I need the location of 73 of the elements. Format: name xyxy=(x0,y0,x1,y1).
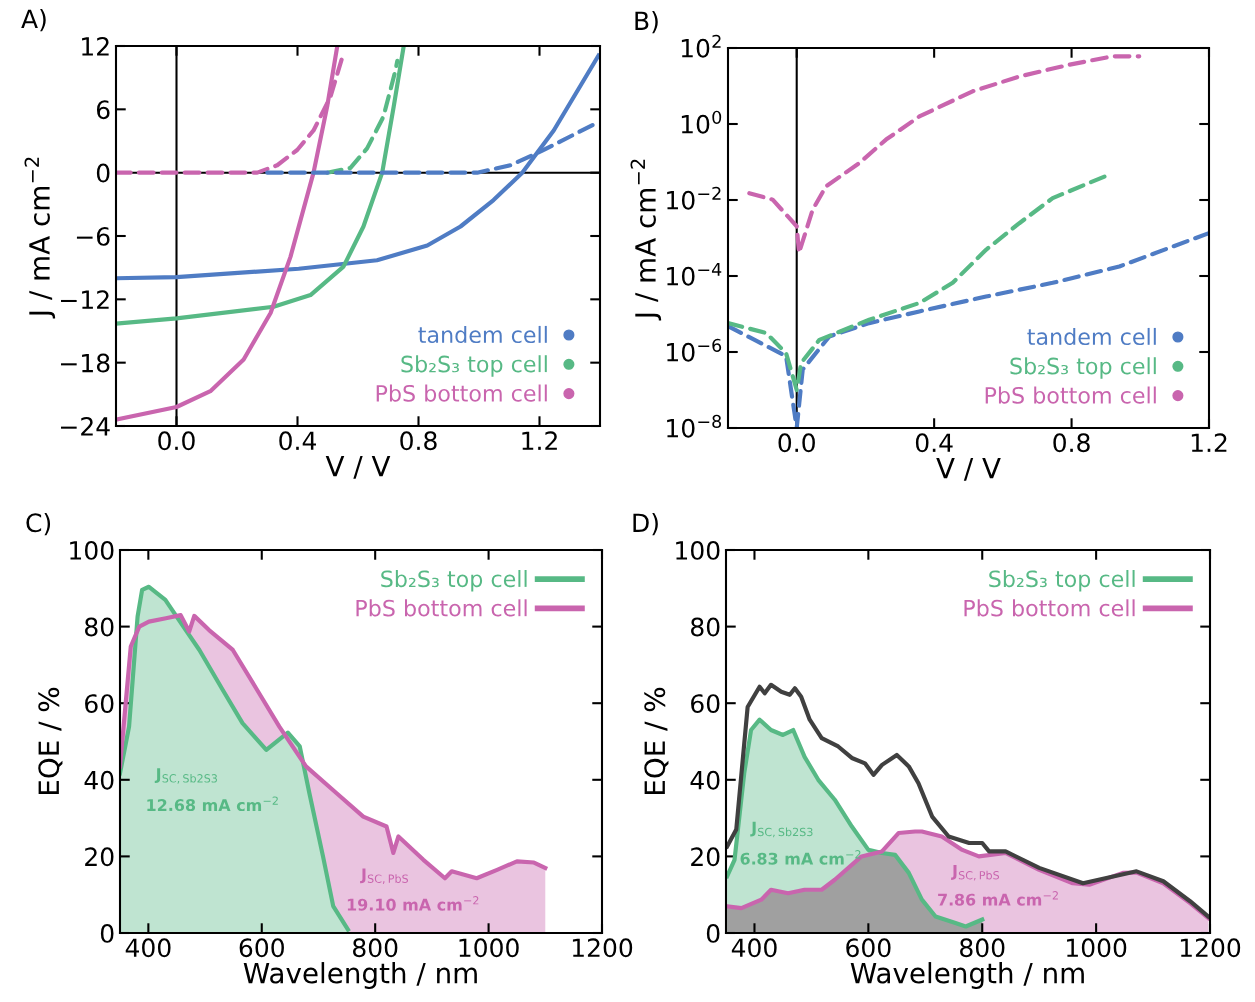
x-axis-title: V / V xyxy=(936,457,1001,481)
y-tick-label: 10$^{−6}$ xyxy=(667,338,722,362)
annotation: J$_{SC,PbS}$ xyxy=(951,865,1000,881)
legend-label: PbS bottom cell xyxy=(376,384,547,402)
x-tick-label: 0.0 xyxy=(778,433,815,453)
x-tick-label: 1200 xyxy=(572,938,633,958)
y-tick-label: 6 xyxy=(96,100,110,120)
y-tick-label: −6 xyxy=(76,226,110,246)
y-tick-label: 80 xyxy=(691,617,720,637)
y-tick-label: −12 xyxy=(61,290,109,309)
annotation: J$_{SC,PbS}$ xyxy=(360,868,409,885)
y-tick-label: 10$^{2}$ xyxy=(681,34,721,58)
y-tick-label: 80 xyxy=(85,617,114,637)
x-tick-label: 0.4 xyxy=(915,433,953,453)
annotation: 19.10 mA cm$^{−2}$ xyxy=(347,896,479,911)
y-tick-label: −18 xyxy=(61,353,110,373)
y-tick-label: 10$^{−4}$ xyxy=(667,263,722,286)
y-tick-label: −24 xyxy=(61,416,110,436)
legend-label: PbS bottom cell xyxy=(356,599,527,617)
y-tick-label: 10$^{0}$ xyxy=(681,110,722,134)
y-axis-title: EQE / % xyxy=(644,687,669,794)
annotation: J$_{SC,Sb2S3}$ xyxy=(154,768,218,784)
annotation: 12.68 mA cm$^{−2}$ xyxy=(147,796,278,812)
y-tick-label: 40 xyxy=(690,770,720,790)
y-tick-label: 20 xyxy=(85,847,114,867)
y-tick-label: 0 xyxy=(100,923,114,943)
x-tick-label: 0.4 xyxy=(279,431,316,451)
x-axis-title: V / V xyxy=(325,455,391,479)
legend-label: tandem cell xyxy=(418,325,547,344)
x-tick-label: 600 xyxy=(239,938,284,958)
x-tick-label: 600 xyxy=(846,938,891,958)
x-axis-title: Wavelength / nm xyxy=(243,962,477,989)
chart-title: D) xyxy=(633,512,658,536)
y-tick-label: 10$^{−8}$ xyxy=(667,414,722,438)
annotation: 6.83 mA cm$^{−2}$ xyxy=(740,850,861,865)
annotation: 7.86 mA cm$^{−2}$ xyxy=(938,891,1058,906)
y-tick-label: 10$^{−2}$ xyxy=(667,186,721,210)
y-axis-title: J / mA cm$^{−2}$ xyxy=(630,159,662,321)
x-tick-label: 1200 xyxy=(1180,938,1241,958)
x-tick-label: 0.8 xyxy=(1053,433,1090,453)
chart-title: C) xyxy=(26,512,51,536)
y-tick-label: 40 xyxy=(84,770,114,790)
y-axis-title: J / mA cm$^{−2}$ xyxy=(24,157,56,319)
y-tick-label: 20 xyxy=(691,847,720,867)
x-tick-label: 1.2 xyxy=(522,431,557,450)
x-axis-title: Wavelength / nm xyxy=(850,962,1084,989)
x-tick-label: 1000 xyxy=(1067,938,1127,958)
x-tick-label: 800 xyxy=(960,938,1005,958)
y-tick-label: 100 xyxy=(676,540,720,560)
y-axis-title: EQE / % xyxy=(38,687,63,794)
y-tick-label: 100 xyxy=(70,540,114,560)
legend-label: tandem cell xyxy=(1027,327,1156,346)
y-tick-label: 60 xyxy=(85,694,114,714)
legend-label: Sb₂S₃ top cell xyxy=(1010,357,1156,379)
legend-label: PbS bottom cell xyxy=(985,386,1156,404)
x-tick-label: 400 xyxy=(731,938,777,958)
chart-title: B) xyxy=(635,10,658,34)
x-tick-label: 1000 xyxy=(459,938,519,958)
x-tick-label: 0.0 xyxy=(158,431,195,451)
legend-label: Sb₂S₃ top cell xyxy=(989,570,1135,592)
x-tick-label: 0.8 xyxy=(400,431,437,451)
legend-label: Sb₂S₃ top cell xyxy=(401,355,547,377)
y-tick-label: 0 xyxy=(706,923,720,943)
y-tick-label: 12 xyxy=(82,36,109,56)
legend-label: Sb₂S₃ top cell xyxy=(381,570,527,592)
chart-title: A) xyxy=(21,8,46,32)
annotation: J$_{SC,Sb2S3}$ xyxy=(750,821,813,838)
legend-label: PbS bottom cell xyxy=(964,599,1135,617)
x-tick-label: 400 xyxy=(125,938,171,958)
y-tick-label: 60 xyxy=(691,694,720,714)
x-tick-label: 1.2 xyxy=(1191,433,1227,452)
x-tick-label: 800 xyxy=(353,938,398,958)
y-tick-label: 0 xyxy=(96,163,110,183)
